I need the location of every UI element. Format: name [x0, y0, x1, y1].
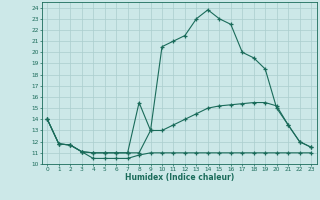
X-axis label: Humidex (Indice chaleur): Humidex (Indice chaleur) [124, 173, 234, 182]
